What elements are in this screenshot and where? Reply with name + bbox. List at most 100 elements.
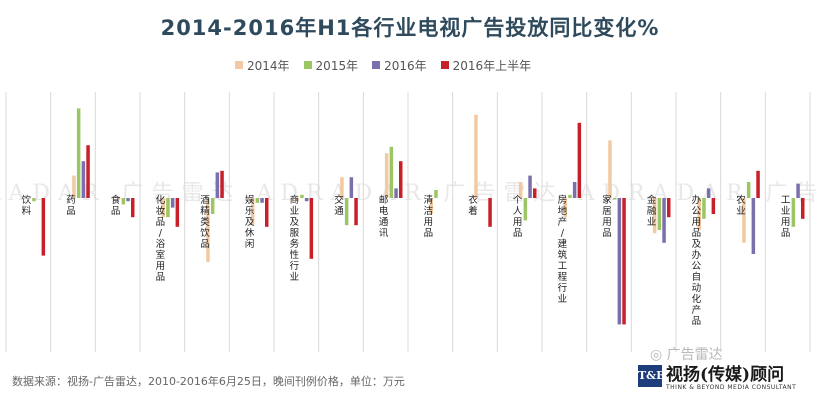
wechat-text: 广告雷达 bbox=[666, 347, 723, 363]
bar-5-0 bbox=[250, 198, 255, 226]
category-label: 药品 bbox=[66, 195, 76, 217]
bar-5-1 bbox=[255, 198, 260, 203]
legend-label: 2015年 bbox=[315, 58, 359, 73]
bar-15-1 bbox=[702, 198, 706, 219]
bar-6-2 bbox=[304, 198, 309, 202]
bar-13-0 bbox=[608, 140, 612, 198]
chart-legend: 2014年 2015年 2016年 2016年上半年 bbox=[235, 56, 531, 74]
legend-swatch bbox=[303, 61, 312, 69]
bar-10-0 bbox=[474, 114, 478, 198]
category-label: 化妆品/浴室用品 bbox=[156, 194, 166, 283]
source-note: 数据来源：视扬-广告雷达，2010-2016年6月25日，晚间刊例价格，单位：万… bbox=[12, 375, 405, 388]
bar-17-3 bbox=[801, 198, 805, 219]
category-label: 饮料 bbox=[22, 194, 32, 217]
category-label: 衣着 bbox=[468, 194, 478, 217]
category-label: 房地产/建筑工程行业 bbox=[558, 194, 568, 305]
wechat-watermark: ◎ 广告雷达 bbox=[650, 344, 723, 364]
bar-3-2 bbox=[170, 198, 175, 208]
bar-12-0 bbox=[563, 198, 567, 218]
bar-7-3 bbox=[354, 198, 358, 226]
bar-14-3 bbox=[667, 198, 671, 218]
bar-1-0 bbox=[72, 175, 76, 198]
bar-15-0 bbox=[697, 198, 701, 230]
category-label: 食品 bbox=[111, 194, 121, 217]
category-dividers bbox=[5, 92, 811, 352]
bar-12-2 bbox=[572, 182, 577, 198]
category-label: 金融业 bbox=[647, 194, 657, 228]
legend-item: 2016年 bbox=[372, 57, 427, 74]
legend-label: 2016年 bbox=[384, 58, 427, 73]
logo-name: 视扬(传媒)顾问 bbox=[666, 365, 785, 385]
bar-1-2 bbox=[81, 161, 86, 198]
bar-8-1 bbox=[389, 146, 394, 198]
category-label: 农业 bbox=[736, 194, 746, 217]
bar-2-2 bbox=[126, 198, 130, 202]
bar-11-0 bbox=[518, 182, 523, 198]
category-label: 商业及服务性行业 bbox=[290, 194, 300, 283]
bar-12-3 bbox=[577, 122, 582, 198]
bar-8-2 bbox=[394, 188, 398, 198]
chart-title: 2014-2016年H1各行业电视广告投放同比变化% bbox=[160, 16, 660, 40]
legend-item: 2015年 bbox=[303, 57, 359, 74]
bar-13-1 bbox=[612, 198, 617, 200]
bar-7-1 bbox=[344, 198, 349, 226]
bar-17-1 bbox=[791, 198, 796, 227]
bar-1-1 bbox=[76, 108, 81, 198]
bar-10-3 bbox=[488, 198, 492, 227]
bars bbox=[32, 108, 805, 325]
category-label: 酒精类饮品 bbox=[200, 195, 210, 250]
bar-5-2 bbox=[260, 198, 264, 203]
category-label: 邮电通讯 bbox=[379, 194, 389, 239]
category-label: 娱乐及休闲 bbox=[245, 194, 255, 250]
bar-7-2 bbox=[349, 177, 354, 198]
bar-17-2 bbox=[796, 183, 800, 198]
bar-6-0 bbox=[295, 198, 299, 202]
legend-label: 2014年 bbox=[247, 58, 290, 73]
bar-11-2 bbox=[528, 175, 532, 198]
bar-16-3 bbox=[756, 170, 760, 198]
bar-9-0 bbox=[429, 198, 433, 214]
category-label: 工业用品 bbox=[781, 195, 791, 239]
bar-16-0 bbox=[742, 198, 746, 243]
bar-11-3 bbox=[533, 188, 537, 198]
category-label: 个人用品 bbox=[513, 195, 523, 239]
bar-5-3 bbox=[265, 198, 269, 227]
logo: T&B 视扬(传媒)顾问 THINK & BEYOND MEDIA CONSUL… bbox=[632, 352, 820, 398]
legend-item: 2014年 bbox=[235, 57, 290, 74]
bar-16-1 bbox=[746, 182, 751, 198]
bar-0-3 bbox=[41, 198, 46, 256]
legend-swatch bbox=[235, 61, 243, 69]
logo-mark: T&B bbox=[638, 365, 665, 387]
watermark-text: ADRADAR 广告雷达 ADRADAR 广告雷达 ADRADAR 广告雷达 bbox=[0, 181, 820, 206]
category-labels: 饮料 药品 食品 化妆品/浴室用品 酒精类饮品 娱乐及休闲 商业及服务性行业 交通 邮电通讯 清洁… bbox=[22, 194, 791, 327]
bar-4-1 bbox=[210, 198, 215, 214]
bar-3-3 bbox=[175, 198, 180, 227]
bar-0-1 bbox=[32, 198, 36, 202]
bar-4-0 bbox=[206, 198, 210, 262]
category-label: 家居用品 bbox=[602, 194, 612, 239]
watermark: ADRADAR 广告雷达 ADRADAR 广告雷达 ADRADAR 广告雷达 bbox=[0, 181, 820, 206]
bar-3-0 bbox=[161, 198, 165, 218]
bar-14-1 bbox=[657, 198, 662, 230]
bar-15-2 bbox=[706, 188, 711, 198]
bar-7-0 bbox=[340, 177, 344, 198]
legend-label: 2016年上半年 bbox=[452, 58, 532, 73]
legend-swatch bbox=[440, 61, 449, 69]
bar-13-3 bbox=[622, 198, 626, 325]
bar-11-1 bbox=[523, 198, 528, 221]
bar-1-3 bbox=[86, 145, 90, 198]
bar-14-2 bbox=[662, 198, 666, 243]
bar-2-3 bbox=[131, 198, 135, 218]
legend-item: 2016年上半年 bbox=[440, 57, 532, 74]
bar-8-3 bbox=[399, 161, 403, 198]
bar-8-0 bbox=[384, 153, 389, 198]
bar-2-1 bbox=[121, 198, 126, 205]
bar-6-1 bbox=[300, 194, 304, 198]
bar-3-1 bbox=[166, 198, 170, 218]
bar-4-3 bbox=[220, 170, 224, 198]
bar-15-3 bbox=[711, 198, 716, 214]
bar-9-1 bbox=[434, 190, 438, 198]
bar-12-1 bbox=[568, 194, 572, 198]
category-label: 办公用品及办公自动化产品 bbox=[692, 194, 702, 327]
